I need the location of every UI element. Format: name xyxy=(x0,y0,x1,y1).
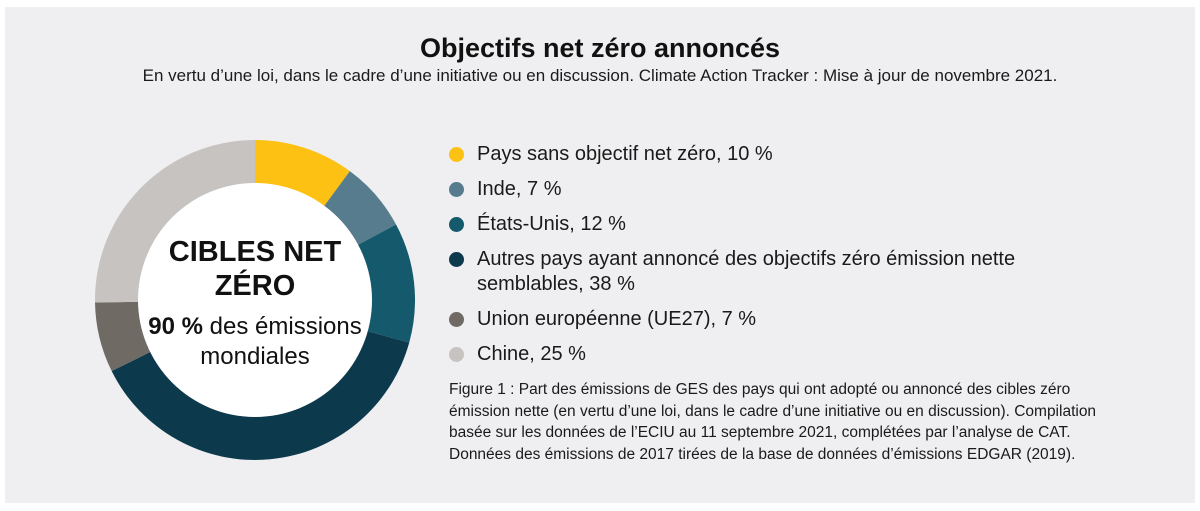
legend-item-1: Inde, 7 % xyxy=(449,177,1094,202)
legend-label: Chine, 25 % xyxy=(477,343,586,365)
legend-label: Inde, 7 % xyxy=(477,178,562,200)
donut-svg xyxy=(95,140,415,460)
legend-item-0: Pays sans objectif net zéro, 10 % xyxy=(449,142,1094,167)
legend-dot-icon xyxy=(449,252,464,267)
legend-dot-icon xyxy=(449,147,464,162)
legend-dot-icon xyxy=(449,312,464,327)
donut-chart: CIBLES NET ZÉRO 90 % des émissions mondi… xyxy=(95,140,415,460)
legend-dot-icon xyxy=(449,347,464,362)
chart-subtitle: En vertu d’une loi, dans le cadre d’une … xyxy=(142,66,1058,85)
legend-label: Autres pays ayant annoncé des objectifs … xyxy=(477,248,1016,295)
legend-item-3: Autres pays ayant annoncé des objectifs … xyxy=(449,247,1094,297)
legend: Pays sans objectif net zéro, 10 % Inde, 7… xyxy=(449,142,1094,367)
legend-item-2: États-Unis, 12 % xyxy=(449,212,1094,237)
legend-item-5: Chine, 25 % xyxy=(449,342,1094,367)
chart-title: Objectifs net zéro annoncés xyxy=(419,33,781,63)
legend-label: États-Unis, 12 % xyxy=(477,213,626,235)
figure-caption: Figure 1 : Part des émissions de GES des… xyxy=(449,381,1097,464)
legend-dot-icon xyxy=(449,217,464,232)
legend-item-4: Union européenne (UE27), 7 % xyxy=(449,307,1094,332)
legend-label: Union européenne (UE27), 7 % xyxy=(477,308,757,330)
legend-dot-icon xyxy=(449,182,464,197)
donut-hole xyxy=(138,183,372,417)
legend-label: Pays sans objectif net zéro, 10 % xyxy=(477,143,773,165)
